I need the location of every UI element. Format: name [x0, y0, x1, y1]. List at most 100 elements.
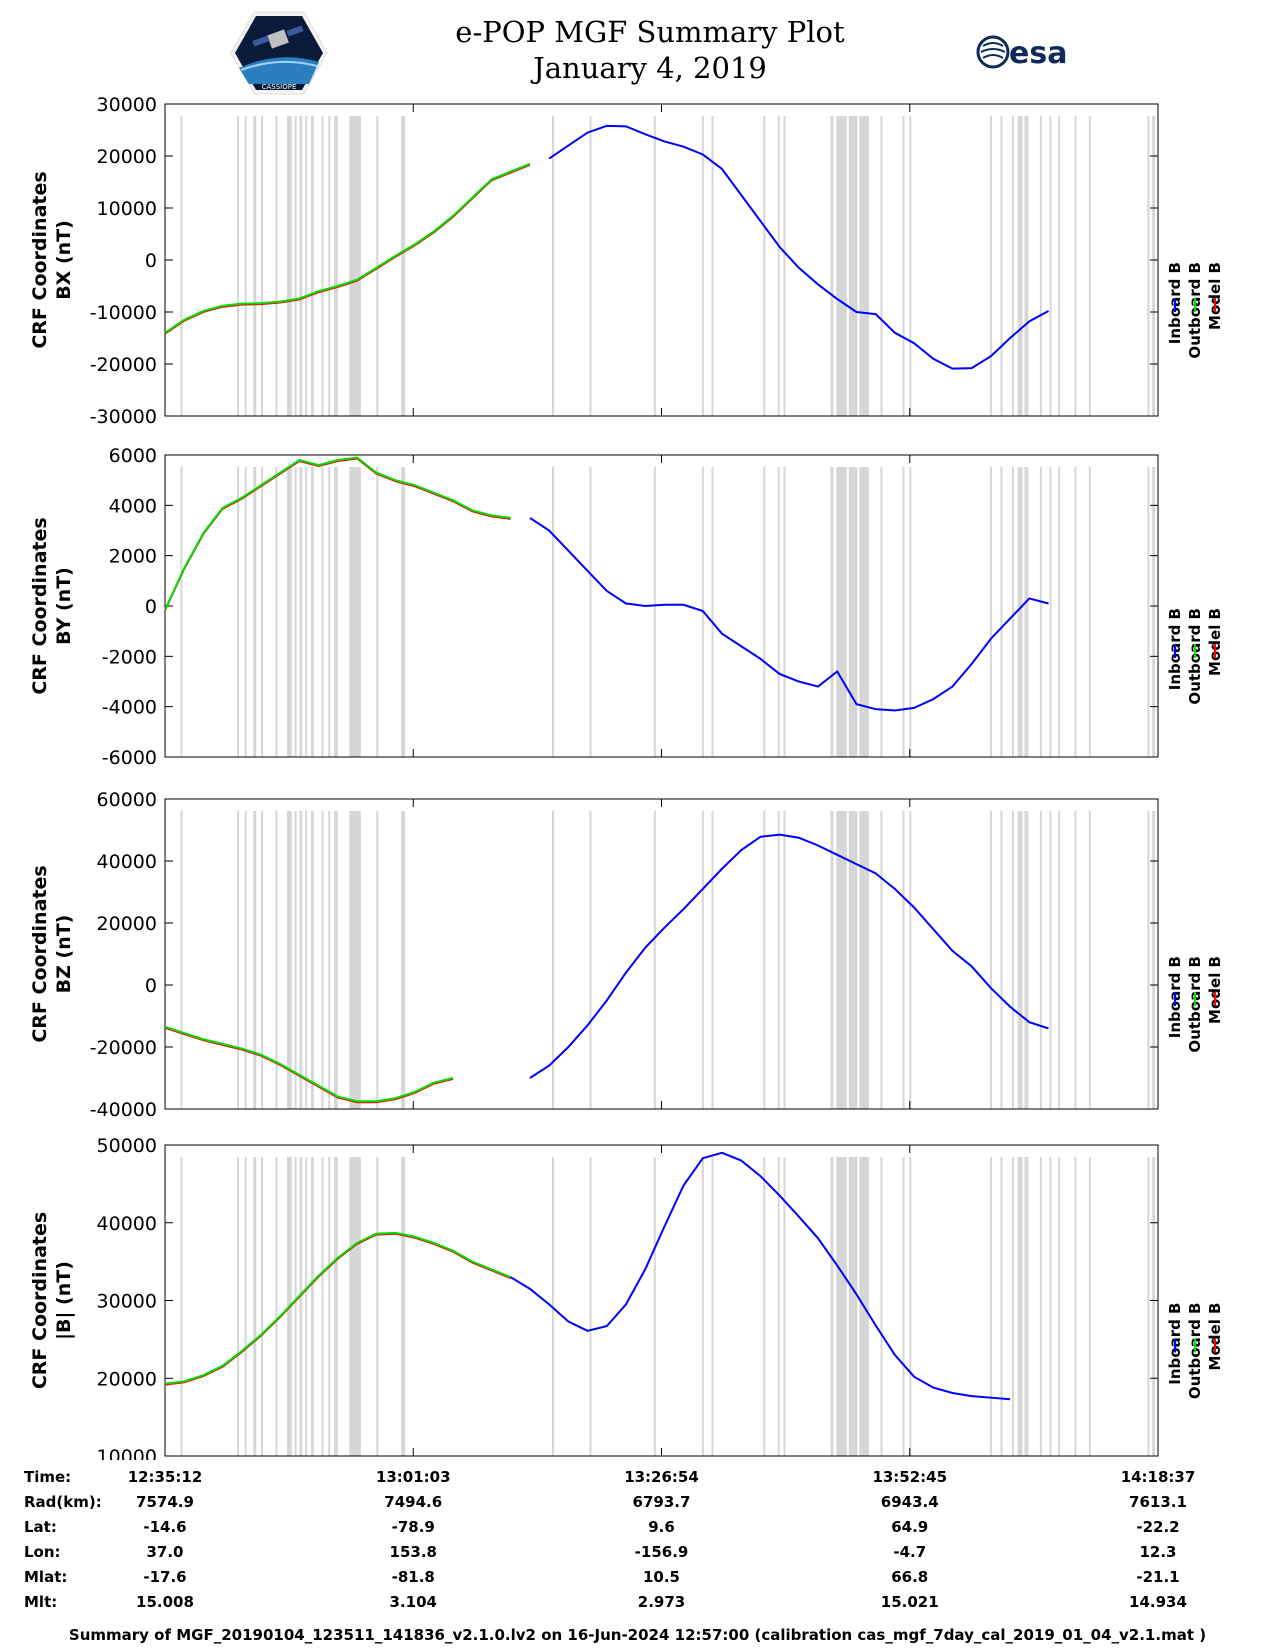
gap-band [859, 467, 869, 757]
gap-band [328, 811, 331, 1109]
gap-band [1000, 116, 1003, 416]
gap-band [909, 1157, 912, 1456]
info-cell: 2.973 [637, 1593, 686, 1611]
gap-band [1088, 811, 1091, 1109]
gap-band [261, 467, 264, 757]
gap-band [261, 116, 264, 416]
gap-band [1000, 1157, 1003, 1456]
gap-band [299, 1157, 303, 1456]
info-row-label: Mlat: [24, 1568, 68, 1586]
gap-band [237, 811, 240, 1109]
gap-band [1024, 116, 1029, 416]
axes-box [164, 798, 1159, 1110]
gap-band [328, 1157, 331, 1456]
y-axis-label-2: BY (nT) [53, 567, 75, 645]
gap-band [253, 1157, 257, 1456]
y-tick-label: -20000 [90, 354, 157, 376]
cassiope-logo-text: CASSIOPE [262, 83, 297, 91]
gap-band [1049, 116, 1052, 416]
gap-band [880, 1157, 883, 1456]
gap-band [859, 811, 869, 1109]
gap-band [328, 467, 331, 757]
gap-band [334, 811, 338, 1109]
gap-band [1074, 1157, 1077, 1456]
gap-band [310, 116, 314, 416]
gap-band [1074, 467, 1077, 757]
gap-band [552, 467, 555, 757]
gap-band [1152, 116, 1156, 416]
y-tick-label: 20000 [97, 1368, 157, 1390]
info-cell: -78.9 [391, 1518, 435, 1536]
gap-band [1049, 467, 1052, 757]
gap-band [1012, 811, 1015, 1109]
gap-band [180, 1157, 183, 1456]
info-cell: -17.6 [143, 1568, 187, 1586]
gap-band [902, 811, 905, 1109]
axes-box [164, 454, 1159, 758]
gap-band [989, 1157, 992, 1456]
y-tick-label: 50000 [97, 1135, 157, 1157]
gap-band [880, 467, 883, 757]
gap-band [376, 467, 379, 757]
info-row-label: Time: [24, 1468, 72, 1486]
gap-band [1088, 467, 1091, 757]
gap-band [294, 811, 297, 1109]
footer-caption: Summary of MGF_20190104_123511_141836_v2… [68, 1626, 1207, 1644]
y-tick-label: -4000 [102, 697, 157, 719]
gap-band [1017, 116, 1023, 416]
info-cell: 13:26:54 [624, 1468, 699, 1486]
gap-band [589, 811, 592, 1109]
info-cell: 10.5 [642, 1568, 680, 1586]
info-cell: 14:18:37 [1120, 1468, 1196, 1486]
gap-band [294, 1157, 297, 1456]
gap-band [328, 116, 331, 416]
y-tick-label: 40000 [97, 1213, 157, 1235]
legend-label: Model B [1206, 262, 1224, 330]
gap-band [286, 811, 292, 1109]
gap-band [376, 811, 379, 1109]
gap-band [1074, 811, 1077, 1109]
y-tick-label: 20000 [97, 913, 157, 935]
gap-band [321, 1157, 324, 1456]
y-tick-label: -10000 [90, 302, 157, 324]
gap-band [836, 811, 847, 1109]
series-line-model [164, 164, 531, 335]
info-row-label: Rad(km): [24, 1493, 102, 1511]
info-row-label: Lat: [24, 1518, 57, 1536]
y-tick-label: 30000 [97, 1291, 157, 1313]
y-tick-label: -6000 [102, 747, 157, 769]
gap-band [836, 116, 847, 416]
gap-band [589, 116, 592, 416]
info-row-label: Mlt: [24, 1593, 58, 1611]
orbit-info-table: Time: 12:35:12 13:01:03 13:26:54 13:52:45 14:… [0, 1468, 1275, 1618]
chart-panel-3: 60000 40000 20000 0 -20000 -40000 CRF Coordina… [29, 789, 1224, 1121]
gap-band [830, 1157, 834, 1456]
gap-band [286, 467, 292, 757]
gap-band [244, 467, 247, 757]
gap-band [902, 1157, 905, 1456]
gap-band [848, 811, 858, 1109]
gap-band [783, 1157, 786, 1456]
gap-band [830, 116, 834, 416]
gap-band [589, 1157, 592, 1456]
gap-band [701, 811, 704, 1109]
gap-band [989, 116, 992, 416]
gap-band [244, 116, 247, 416]
gap-band [848, 116, 858, 416]
gap-band [1058, 116, 1061, 416]
gap-band [1147, 1157, 1150, 1456]
gap-band [836, 467, 847, 757]
gap-band [401, 467, 406, 757]
gap-band [1000, 467, 1003, 757]
gap-band [305, 1157, 308, 1456]
gap-band [859, 116, 869, 416]
info-cell: -21.1 [1136, 1568, 1180, 1586]
gap-band [310, 811, 314, 1109]
gap-band [401, 1157, 406, 1456]
gap-band [711, 811, 714, 1109]
gap-band [237, 467, 240, 757]
chart-panel-2: 6000 4000 2000 0 -2000 -4000 -6000 CRF Coordina… [29, 445, 1224, 769]
gap-band [653, 1157, 656, 1456]
y-tick-label: 10000 [97, 1446, 157, 1460]
